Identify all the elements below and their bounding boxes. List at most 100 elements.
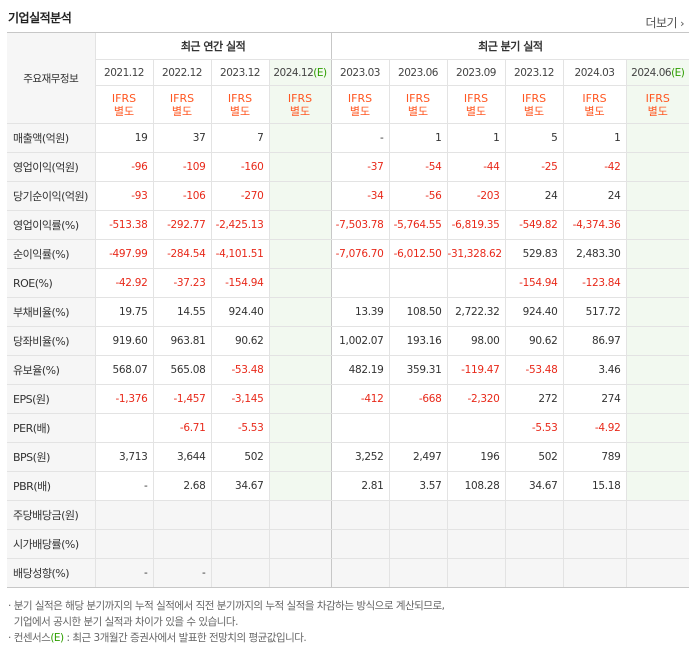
table-cell: [269, 182, 331, 211]
period-header: 2023.09: [447, 60, 505, 86]
table-cell: [269, 356, 331, 385]
table-cell: [389, 414, 447, 443]
row-label: 순이익률(%): [7, 240, 95, 269]
ifrs-standard: IFRS: [270, 92, 331, 105]
ifrs-standard: IFRS: [627, 92, 690, 105]
table-cell: [269, 559, 331, 588]
ifrs-basis: 별도: [154, 105, 211, 118]
table-cell: 13.39: [331, 298, 389, 327]
table-cell: [211, 559, 269, 588]
table-row: 영업이익률(%) -513.38 -292.77 -2,425.13 -7,503.78…: [7, 211, 689, 240]
table-cell: 502: [211, 443, 269, 472]
table-cell: [626, 240, 689, 269]
table-cell: -119.47: [447, 356, 505, 385]
table-cell: -2,320: [447, 385, 505, 414]
table-cell: 359.31: [389, 356, 447, 385]
table-cell: [269, 327, 331, 356]
row-label: 당기순이익(억원): [7, 182, 95, 211]
table-cell: 3,713: [95, 443, 153, 472]
period-header: 2023.06: [389, 60, 447, 86]
footnote-2-prefix: 컨센서스: [14, 632, 51, 644]
table-cell: -: [153, 559, 211, 588]
table-cell: 502: [505, 443, 563, 472]
table-cell: -37.23: [153, 269, 211, 298]
table-cell: -53.48: [505, 356, 563, 385]
row-label: 주당배당금(원): [7, 501, 95, 530]
table-cell: -5.53: [211, 414, 269, 443]
table-row: PBR(배) -2.68 34.67 2.81 3.57 108.28 34.67 15.18: [7, 472, 689, 501]
ifrs-standard: IFRS: [154, 92, 211, 105]
ifrs-basis: 별도: [332, 105, 389, 118]
table-cell: -42: [563, 153, 626, 182]
table-cell: [269, 472, 331, 501]
table-cell: [95, 501, 153, 530]
table-cell: 19.75: [95, 298, 153, 327]
table-cell: 1: [447, 124, 505, 153]
table-cell: [626, 327, 689, 356]
period-header: 2024.06(E): [626, 60, 689, 86]
table-cell: [331, 269, 389, 298]
table-cell: -4.92: [563, 414, 626, 443]
table-cell: -7,076.70: [331, 240, 389, 269]
table-row: 유보율(%) 568.07 565.08 -53.48 482.19 359.31 -119…: [7, 356, 689, 385]
table-cell: 3,252: [331, 443, 389, 472]
table-cell: 24: [505, 182, 563, 211]
table-cell: [269, 298, 331, 327]
table-cell: [269, 269, 331, 298]
period-header: 2024.03: [563, 60, 626, 86]
table-cell: 924.40: [211, 298, 269, 327]
period-header: 2021.12: [95, 60, 153, 86]
ifrs-label: IFRS 별도: [505, 86, 563, 124]
period-label: 2024.12: [273, 67, 313, 79]
ifrs-standard: IFRS: [390, 92, 447, 105]
table-cell: 482.19: [331, 356, 389, 385]
table-cell: 15.18: [563, 472, 626, 501]
table-cell: 108.50: [389, 298, 447, 327]
period-header: 2023.12: [505, 60, 563, 86]
table-cell: 3.57: [389, 472, 447, 501]
table-cell: 2,483.30: [563, 240, 626, 269]
table-row: 주당배당금(원): [7, 501, 689, 530]
ifrs-label: IFRS 별도: [211, 86, 269, 124]
table-cell: [505, 501, 563, 530]
footnote-2-text: : 최근 3개월간 증권사에서 발표한 전망치의 평균값입니다.: [67, 632, 307, 644]
row-label: EPS(원): [7, 385, 95, 414]
table-cell: -2,425.13: [211, 211, 269, 240]
table-cell: [331, 501, 389, 530]
table-cell: [626, 472, 689, 501]
period-header: 2024.12(E): [269, 60, 331, 86]
period-label: 2023.06: [398, 67, 438, 79]
table-cell: -5.53: [505, 414, 563, 443]
table-cell: -: [95, 559, 153, 588]
group-quarter-header: 최근 분기 실적: [331, 33, 689, 60]
ifrs-label: IFRS 별도: [153, 86, 211, 124]
ifrs-basis: 별도: [564, 105, 626, 118]
table-cell: -497.99: [95, 240, 153, 269]
period-label: 2024.06: [631, 67, 671, 79]
table-cell: -5,764.55: [389, 211, 447, 240]
chevron-right-icon: ›: [680, 17, 684, 30]
table-cell: [563, 530, 626, 559]
ifrs-standard: IFRS: [506, 92, 563, 105]
table-row: 당좌비율(%) 919.60 963.81 90.62 1,002.07 193.16 98…: [7, 327, 689, 356]
table-cell: 34.67: [211, 472, 269, 501]
table-cell: 568.07: [95, 356, 153, 385]
table-cell: [153, 530, 211, 559]
table-cell: -154.94: [505, 269, 563, 298]
table-cell: 86.97: [563, 327, 626, 356]
row-label: 시가배당률(%): [7, 530, 95, 559]
table-cell: 517.72: [563, 298, 626, 327]
table-row: 배당성향(%) - -: [7, 559, 689, 588]
ifrs-basis: 별도: [448, 105, 505, 118]
footnote-1-text: 분기 실적은 해당 분기까지의 누적 실적에서 직전 분기까지의 누적 실적을 …: [14, 600, 445, 612]
table-cell: [447, 414, 505, 443]
table-cell: [95, 530, 153, 559]
table-row: ROE(%) -42.92 -37.23 -154.94 -154.94 -123.84: [7, 269, 689, 298]
table-cell: [269, 153, 331, 182]
table-cell: 2.81: [331, 472, 389, 501]
table-cell: 34.67: [505, 472, 563, 501]
table-cell: [626, 211, 689, 240]
more-link[interactable]: 더보기 ›: [645, 14, 684, 31]
row-label: ROE(%): [7, 269, 95, 298]
row-label: 영업이익(억원): [7, 153, 95, 182]
